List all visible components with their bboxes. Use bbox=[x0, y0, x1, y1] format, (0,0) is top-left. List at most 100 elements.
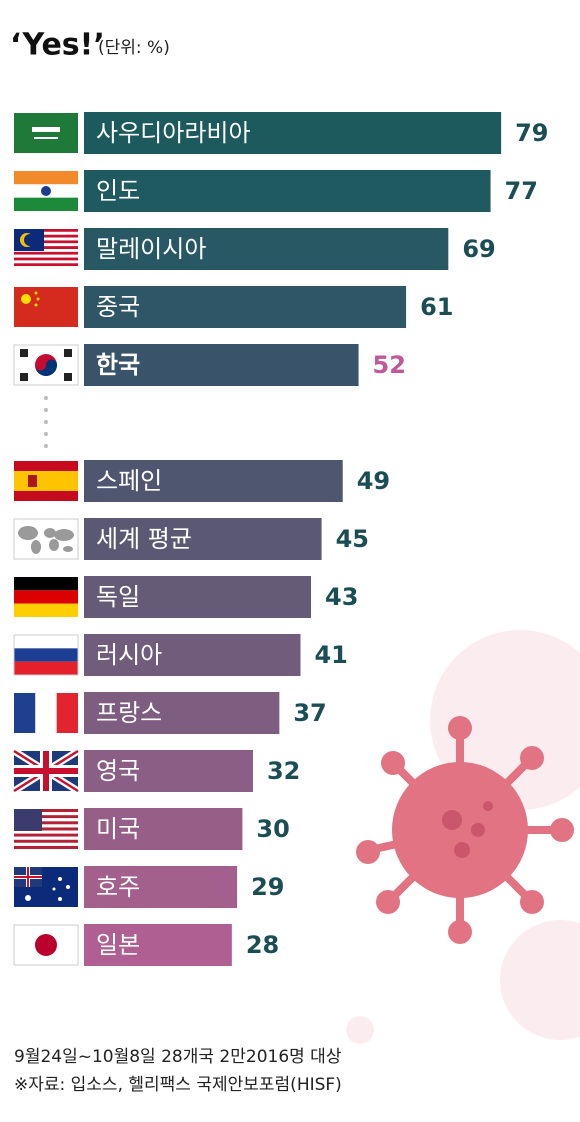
category-label: 세계 평균 bbox=[96, 525, 192, 553]
flag-part bbox=[20, 349, 28, 357]
flag-part bbox=[14, 234, 78, 238]
flag-part bbox=[14, 260, 78, 264]
flag-part bbox=[35, 359, 57, 376]
value-label: 69 bbox=[462, 235, 495, 263]
value-label: 41 bbox=[314, 641, 347, 669]
flag-part bbox=[14, 818, 78, 822]
flag-part bbox=[14, 839, 78, 843]
value-label: 30 bbox=[256, 815, 289, 843]
virus-decoration bbox=[346, 630, 580, 1044]
category-label: 미국 bbox=[96, 815, 140, 843]
flag bbox=[13, 518, 79, 560]
flag-part bbox=[14, 577, 78, 591]
flag-part bbox=[35, 934, 57, 956]
flag-part bbox=[52, 887, 56, 891]
flag-part bbox=[14, 590, 78, 604]
flag-part bbox=[14, 263, 78, 267]
flag-part bbox=[64, 373, 72, 381]
value-label: 61 bbox=[420, 293, 453, 321]
flag-part bbox=[14, 876, 42, 878]
bar bbox=[84, 924, 232, 966]
flag-part bbox=[14, 821, 78, 825]
bar bbox=[84, 808, 243, 850]
flag-part bbox=[14, 249, 78, 252]
category-label: 한국 bbox=[96, 351, 140, 379]
flag-part bbox=[14, 845, 78, 849]
flag-part bbox=[14, 113, 78, 153]
category-label: 말레이시아 bbox=[96, 235, 206, 263]
flag bbox=[14, 809, 78, 849]
category-label: 중국 bbox=[96, 293, 140, 321]
flag-part bbox=[14, 237, 78, 241]
value-label: 29 bbox=[251, 873, 284, 901]
flag-part bbox=[14, 812, 78, 816]
flag-part bbox=[14, 815, 78, 819]
flag-part bbox=[35, 693, 57, 733]
flag-part bbox=[14, 842, 78, 846]
flag-part bbox=[34, 303, 38, 307]
category-label: 프랑스 bbox=[96, 699, 162, 727]
source: ※자료: 입소스, 헬리팩스 국제안보포럼(HISF) bbox=[14, 1075, 342, 1095]
flag bbox=[14, 229, 78, 269]
flag-part bbox=[28, 475, 37, 487]
flag-part bbox=[14, 809, 78, 813]
flag-part bbox=[58, 877, 62, 881]
flag-part bbox=[36, 297, 40, 301]
flag-part bbox=[58, 897, 62, 901]
flag bbox=[13, 344, 79, 386]
flag-part bbox=[14, 240, 78, 244]
flag-part bbox=[14, 266, 78, 269]
value-label: 77 bbox=[505, 177, 538, 205]
flag-part bbox=[41, 186, 51, 196]
value-label: 37 bbox=[293, 699, 326, 727]
value-label: 43 bbox=[325, 583, 358, 611]
flag-part bbox=[14, 229, 78, 232]
value-label: 52 bbox=[373, 351, 406, 379]
category-label: 사우디아라비아 bbox=[96, 119, 251, 147]
flag-part bbox=[14, 197, 78, 211]
chart-subtitle: (단위: %) bbox=[98, 38, 170, 58]
value-label: 79 bbox=[515, 119, 548, 147]
bar bbox=[84, 344, 359, 386]
flag-part bbox=[14, 833, 78, 837]
flag-part bbox=[54, 529, 74, 541]
flag-border bbox=[13, 518, 79, 560]
flag bbox=[13, 634, 79, 676]
value-label: 45 bbox=[336, 525, 369, 553]
flag-part bbox=[66, 885, 70, 889]
flag bbox=[14, 867, 78, 907]
category-label: 러시아 bbox=[96, 641, 162, 669]
bar bbox=[84, 692, 280, 734]
flag-part bbox=[24, 234, 36, 246]
flag-part bbox=[44, 528, 56, 538]
flag-part bbox=[34, 137, 58, 139]
flag-part bbox=[64, 349, 72, 357]
bar bbox=[84, 170, 491, 212]
flag-part bbox=[63, 546, 73, 552]
flag-part bbox=[14, 809, 42, 831]
bar bbox=[84, 866, 238, 908]
flag-part bbox=[14, 830, 78, 834]
value-label: 32 bbox=[267, 757, 300, 785]
bar bbox=[84, 228, 449, 270]
category-label: 스페인 bbox=[96, 467, 162, 495]
flag-part bbox=[14, 635, 78, 649]
bar bbox=[84, 112, 502, 154]
chart-title: ‘Yes!’ bbox=[10, 28, 105, 63]
flag bbox=[13, 924, 79, 966]
flag bbox=[14, 113, 78, 153]
flag bbox=[14, 461, 78, 501]
flag-part bbox=[34, 291, 38, 295]
bar bbox=[84, 460, 343, 502]
flag-part bbox=[14, 661, 78, 675]
note: 9월24일~10월8일 28개국 2만2016명 대상 bbox=[14, 1047, 342, 1067]
flag-part bbox=[14, 693, 36, 733]
flag-part bbox=[14, 648, 78, 662]
flag-part bbox=[14, 243, 78, 247]
category-label: 독일 bbox=[96, 583, 140, 611]
flag-part bbox=[31, 540, 41, 554]
flag-part bbox=[18, 526, 38, 540]
flag-border bbox=[13, 634, 79, 676]
bar bbox=[84, 518, 322, 560]
flag-part bbox=[14, 827, 78, 831]
